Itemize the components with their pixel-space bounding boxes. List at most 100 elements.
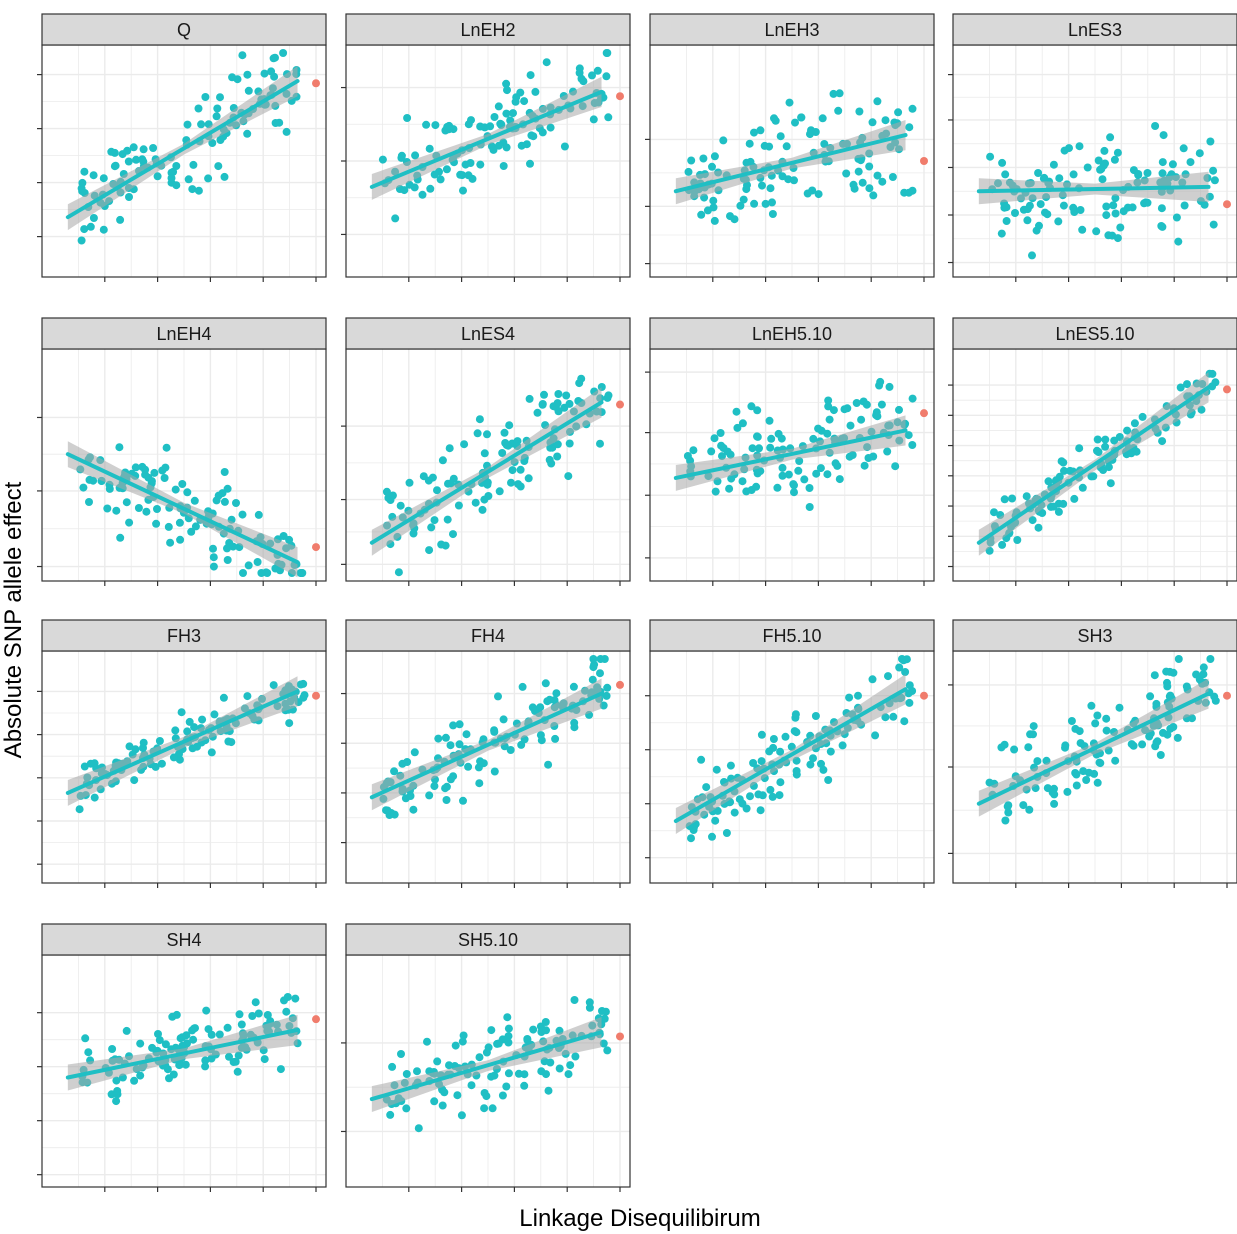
scatter-point (730, 808, 739, 817)
scatter-point (475, 415, 484, 424)
x-axis-title: Linkage Disequilibirum (519, 1205, 760, 1232)
scatter-point (136, 1071, 145, 1080)
scatter-point (1102, 202, 1111, 211)
facet-strip-label: FH3 (167, 626, 201, 646)
scatter-point (99, 225, 108, 234)
scatter-point (181, 1060, 190, 1069)
scatter-point (845, 693, 854, 702)
highlight-point (1223, 691, 1231, 700)
scatter-point (598, 1007, 606, 1015)
facet-strip (345, 923, 631, 956)
scatter-point (112, 506, 121, 515)
scatter-point (446, 479, 455, 488)
scatter-point (585, 998, 594, 1007)
facet-strip (41, 619, 327, 652)
scatter-point (254, 510, 263, 519)
scatter-point (490, 767, 499, 776)
scatter-point (124, 157, 133, 166)
scatter-point (499, 715, 508, 724)
scatter-point (710, 216, 719, 225)
fit-line (976, 385, 1211, 545)
scatter-point (499, 162, 508, 170)
scatter-point (819, 765, 828, 774)
scatter-point (784, 470, 793, 479)
scatter-point (1083, 163, 1092, 172)
scatter-point (172, 162, 181, 170)
scatter-point (553, 452, 562, 461)
scatter-point (504, 1069, 513, 1078)
scatter-point (537, 736, 546, 745)
scatter-point (569, 682, 578, 691)
scatter-point (746, 792, 754, 801)
facet-strip (345, 619, 631, 652)
scatter-point (1057, 457, 1066, 466)
scatter-point (1104, 463, 1113, 472)
facet-strip-label: LnEH5.10 (752, 324, 832, 344)
scatter-point (504, 441, 513, 450)
scatter-point (495, 487, 504, 496)
scatter-point (1070, 494, 1079, 503)
scatter-point (1109, 201, 1118, 210)
scatter-point (502, 1082, 511, 1091)
scatter-point (860, 461, 869, 470)
scatter-point (840, 405, 849, 414)
facet-strip (41, 13, 327, 46)
scatter-point (709, 196, 718, 205)
scatter-point (1059, 499, 1068, 508)
scatter-point (1066, 466, 1074, 475)
scatter-point (855, 107, 864, 116)
scatter-point (214, 162, 223, 171)
highlight-point (1223, 200, 1231, 209)
scatter-point (1093, 711, 1102, 720)
fit-line (65, 1027, 300, 1080)
scatter-point (139, 157, 148, 166)
scatter-point (520, 1070, 529, 1079)
scatter-point (687, 156, 696, 165)
scatter-point (599, 1039, 608, 1048)
scatter-point (602, 691, 611, 700)
scatter-point (865, 184, 874, 193)
scatter-point (1033, 757, 1042, 766)
scatter-point (506, 746, 515, 754)
panel-fh5-10: FH5.10 (645, 619, 935, 888)
scatter-point (147, 477, 156, 486)
scatter-point (172, 181, 181, 190)
scatter-point (773, 483, 782, 492)
scatter-point (149, 144, 158, 152)
scatter-point (103, 504, 112, 513)
scatter-point (285, 719, 294, 728)
scatter-point (424, 476, 433, 485)
scatter-point (1180, 201, 1189, 210)
scatter-point (136, 1039, 145, 1048)
scatter-point (1023, 216, 1032, 225)
scatter-point (1050, 799, 1059, 808)
scatter-point (823, 429, 832, 438)
scatter-point (233, 1067, 242, 1076)
facet-strip (41, 923, 327, 956)
scatter-point (251, 998, 260, 1007)
scatter-point (1041, 208, 1049, 217)
scatter-point (758, 791, 767, 800)
scatter-point (1087, 701, 1096, 710)
scatter-point (776, 778, 785, 787)
scatter-point (122, 498, 131, 507)
scatter-point (282, 127, 291, 136)
scatter-point (1029, 722, 1038, 731)
scatter-point (77, 236, 86, 245)
facet-strip-label: Q (177, 20, 191, 40)
scatter-point (178, 480, 187, 488)
scatter-point (484, 1043, 493, 1052)
scatter-point (164, 522, 173, 531)
scatter-point (710, 152, 719, 161)
scatter-point (846, 421, 855, 430)
scatter-point (782, 142, 791, 151)
scatter-point (790, 488, 798, 497)
scatter-point (1002, 217, 1011, 225)
scatter-point (191, 522, 200, 531)
scatter-point (473, 429, 482, 438)
scatter-point (239, 569, 247, 577)
scatter-point (243, 692, 252, 701)
scatter-point (730, 215, 739, 224)
scatter-point (589, 115, 598, 124)
facet-strip (649, 619, 935, 652)
